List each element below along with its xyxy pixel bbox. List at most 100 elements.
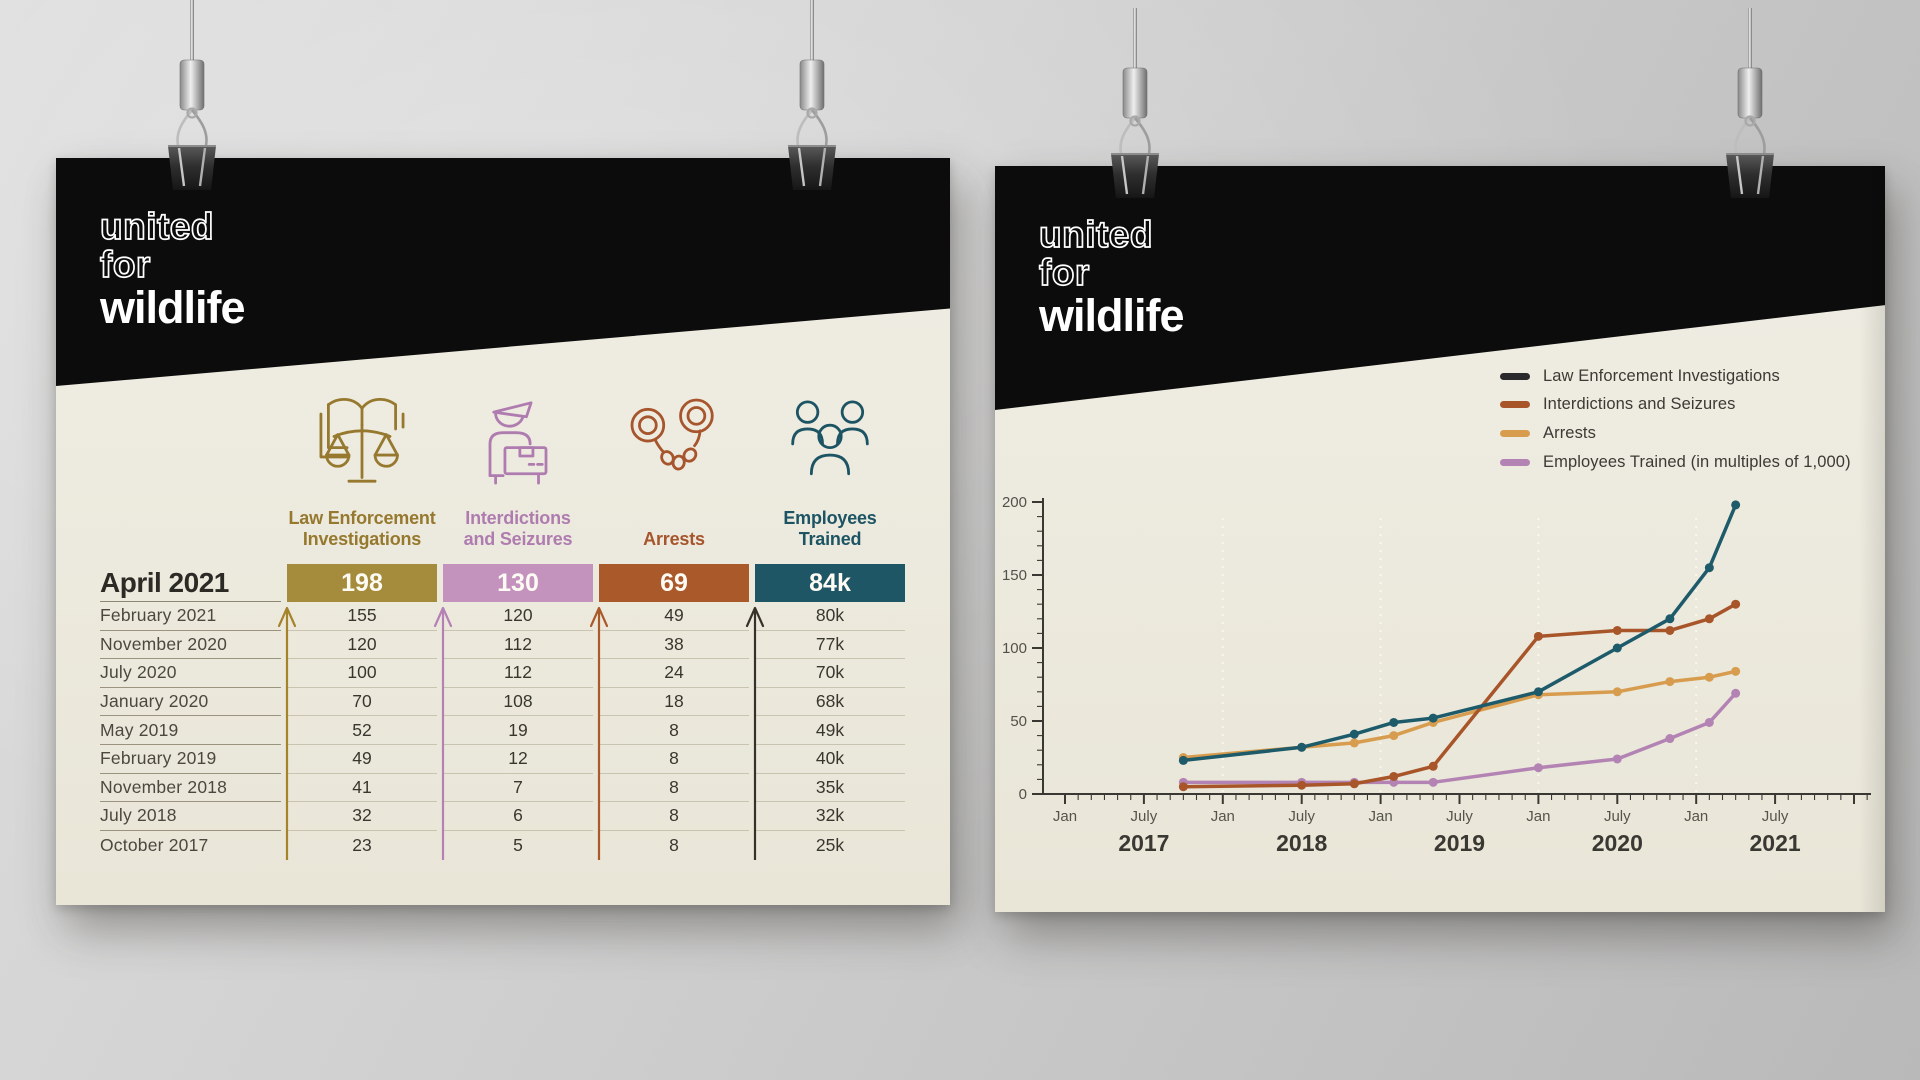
column-arrests: Arrests xyxy=(599,380,749,550)
data-point xyxy=(1533,631,1543,641)
row-value: 155 xyxy=(287,602,437,631)
row-value: 112 xyxy=(443,631,593,660)
current-value-interdictions: 130 xyxy=(443,564,593,602)
data-point xyxy=(1704,614,1714,624)
month-label: Jan xyxy=(1211,808,1235,825)
logo-word-united: united xyxy=(99,206,214,247)
column-interdictions: Interdictions and Seizures xyxy=(443,380,593,550)
table-row: July 2018 32 6 8 32k xyxy=(100,802,905,831)
legend-swatch xyxy=(1500,458,1530,466)
series-line xyxy=(1181,503,1738,763)
trend-chart-poster: united for wildlife Law Enforcement Inve… xyxy=(995,166,1885,912)
row-value: 35k xyxy=(755,774,905,803)
current-value-arrests: 69 xyxy=(599,564,749,602)
data-point xyxy=(1731,599,1741,609)
row-date: July 2018 xyxy=(100,802,281,831)
up-arrow-icon xyxy=(589,604,609,862)
table-row: February 2021 155 120 49 80k xyxy=(100,602,905,631)
data-point xyxy=(1178,755,1188,765)
legend-item: Law Enforcement Investigations xyxy=(1500,362,1851,391)
data-point xyxy=(1428,713,1438,723)
data-point xyxy=(1665,734,1675,744)
row-date: November 2018 xyxy=(100,774,281,803)
chart-legend: Law Enforcement Investigations Interdicti… xyxy=(1500,362,1851,476)
data-point xyxy=(1612,625,1622,635)
column-label: Law Enforcement Investigations xyxy=(288,508,436,549)
data-point xyxy=(1704,717,1714,727)
row-value: 8 xyxy=(599,745,749,774)
row-value: 23 xyxy=(352,834,372,855)
table-row: October 2017 23 5 8 25k xyxy=(100,831,905,860)
data-point xyxy=(1704,672,1714,682)
table-row: May 2019 52 19 8 49k xyxy=(100,716,905,745)
data-point xyxy=(1704,563,1714,573)
column-headers: Law Enforcement Investigations Interdict… xyxy=(100,380,905,550)
row-date: November 2020 xyxy=(100,631,281,660)
logo-word-united: united xyxy=(1038,214,1153,255)
up-arrow-icon xyxy=(277,604,297,862)
data-point xyxy=(1389,771,1399,781)
current-value-law-enforcement: 198 xyxy=(287,564,437,602)
customs-officer-icon xyxy=(462,380,574,498)
row-value: 25k xyxy=(815,834,845,855)
series-line xyxy=(1181,602,1738,789)
legend-item: Arrests xyxy=(1500,419,1851,448)
logo-word-wildlife: wildlife xyxy=(1039,290,1185,341)
row-value: 38 xyxy=(599,631,749,660)
row-value: 32 xyxy=(287,802,437,831)
row-value: 19 xyxy=(443,716,593,745)
data-point xyxy=(1389,731,1399,741)
row-date: January 2020 xyxy=(100,688,281,717)
row-value: 108 xyxy=(443,688,593,717)
month-label: Jan xyxy=(1053,808,1077,825)
column-label: Interdictions and Seizures xyxy=(463,508,573,549)
data-point xyxy=(1178,782,1188,792)
current-value-employees: 84k xyxy=(755,564,905,602)
table-row: July 2020 100 112 24 70k xyxy=(100,659,905,688)
month-label: July xyxy=(1131,808,1158,825)
data-point xyxy=(1428,777,1438,787)
y-tick-label: 0 xyxy=(1019,786,1027,803)
year-label: 2017 xyxy=(1118,830,1169,856)
table-row: November 2018 41 7 8 35k xyxy=(100,774,905,803)
month-label: July xyxy=(1762,808,1789,825)
series-line xyxy=(1181,669,1738,760)
row-value: 40k xyxy=(755,745,905,774)
table-row: November 2020 120 112 38 77k xyxy=(100,631,905,660)
row-value: 32k xyxy=(755,802,905,831)
legend-swatch xyxy=(1500,429,1530,437)
people-group-icon xyxy=(774,380,886,498)
row-value: 77k xyxy=(755,631,905,660)
row-value: 100 xyxy=(287,659,437,688)
row-value: 68k xyxy=(755,688,905,717)
data-point xyxy=(1297,742,1307,752)
up-arrow-icon xyxy=(433,604,453,862)
column-label: Arrests xyxy=(643,529,705,549)
row-value: 24 xyxy=(599,659,749,688)
row-value: 5 xyxy=(513,834,523,855)
legend-label: Employees Trained (in multiples of 1,000… xyxy=(1543,452,1851,471)
data-point xyxy=(1428,761,1438,771)
row-value: 49 xyxy=(599,602,749,631)
row-value: 70k xyxy=(755,659,905,688)
y-tick-label: 200 xyxy=(1002,494,1027,511)
row-value: 18 xyxy=(599,688,749,717)
handcuffs-icon xyxy=(618,380,730,498)
y-tick-label: 50 xyxy=(1010,713,1027,730)
month-label: July xyxy=(1446,808,1473,825)
data-point xyxy=(1612,643,1622,653)
data-point xyxy=(1533,763,1543,773)
row-value: 112 xyxy=(443,659,593,688)
legend-label: Interdictions and Seizures xyxy=(1543,395,1736,414)
column-law-enforcement: Law Enforcement Investigations xyxy=(287,380,437,550)
row-value: 120 xyxy=(287,631,437,660)
logo-word-wildlife: wildlife xyxy=(100,282,246,333)
row-value: 6 xyxy=(443,802,593,831)
row-value: 49k xyxy=(755,716,905,745)
logo-word-for: for xyxy=(1038,252,1090,293)
row-value: 70 xyxy=(287,688,437,717)
data-point xyxy=(1731,688,1741,698)
row-value: 7 xyxy=(443,774,593,803)
row-value: 12 xyxy=(443,745,593,774)
data-point xyxy=(1665,677,1675,687)
